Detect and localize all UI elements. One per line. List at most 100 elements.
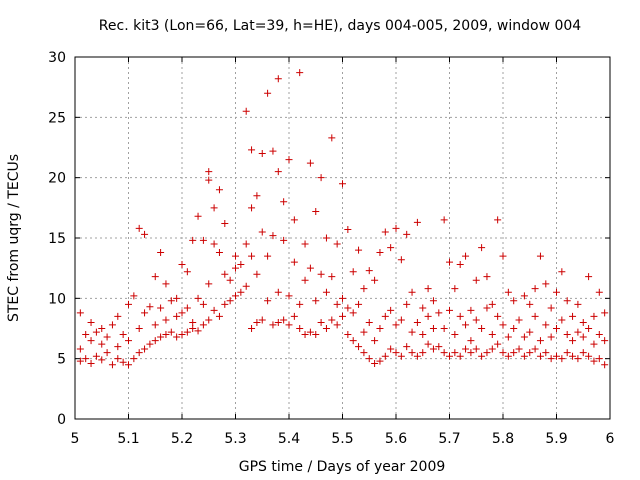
- data-point: [488, 345, 496, 353]
- data-point: [344, 304, 352, 312]
- data-point: [98, 356, 106, 364]
- data-point: [355, 300, 363, 308]
- y-tick-label: 30: [48, 50, 66, 66]
- data-point: [98, 340, 106, 348]
- data-point: [317, 270, 325, 278]
- data-point: [296, 325, 304, 332]
- data-point: [558, 268, 566, 276]
- y-tick-labels: 0 5 10 15 20 25 30: [48, 50, 66, 428]
- data-point: [125, 337, 132, 345]
- data-point: [360, 349, 368, 357]
- data-point: [248, 146, 256, 154]
- data-point: [157, 248, 165, 256]
- data-point: [563, 331, 571, 339]
- data-point: [574, 355, 582, 363]
- data-point: [285, 321, 293, 329]
- data-point: [339, 312, 346, 320]
- data-point: [520, 352, 528, 360]
- x-tick-label: 5.5: [331, 431, 353, 447]
- y-tick-label: 25: [48, 110, 66, 126]
- data-point: [483, 349, 491, 357]
- data-point: [322, 325, 330, 332]
- data-point: [590, 340, 598, 348]
- data-point: [446, 306, 453, 314]
- x-tick-label: 5.1: [117, 431, 139, 447]
- data-point: [585, 273, 593, 281]
- data-point: [595, 331, 603, 339]
- data-point: [290, 258, 298, 266]
- data-point: [226, 297, 234, 305]
- data-point: [403, 300, 411, 308]
- data-point: [98, 325, 106, 332]
- data-point: [424, 340, 432, 348]
- data-point: [237, 261, 245, 269]
- data-point: [199, 300, 207, 308]
- data-point: [119, 331, 127, 339]
- data-point: [403, 230, 411, 238]
- data-point: [253, 270, 261, 278]
- data-point: [526, 300, 534, 308]
- data-point: [280, 236, 288, 244]
- data-point: [467, 337, 475, 345]
- plot-frame: [74, 56, 611, 420]
- data-point: [499, 321, 507, 329]
- data-point: [558, 355, 566, 363]
- data-point: [135, 224, 143, 232]
- y-tick-label: 20: [48, 171, 66, 187]
- data-point: [248, 325, 256, 332]
- data-point: [456, 261, 464, 269]
- data-point: [590, 357, 598, 365]
- data-point: [494, 312, 502, 320]
- data-point: [253, 318, 261, 326]
- data-point: [274, 75, 282, 83]
- data-point: [130, 355, 138, 363]
- data-point: [87, 318, 95, 326]
- data-point: [162, 280, 170, 288]
- data-point: [274, 288, 282, 296]
- data-point: [574, 300, 582, 308]
- data-point: [392, 349, 400, 357]
- data-point: [215, 248, 223, 256]
- data-point: [274, 168, 282, 176]
- data-point: [301, 240, 309, 248]
- data-point: [451, 285, 459, 293]
- data-point: [301, 331, 309, 339]
- data-point: [242, 240, 250, 248]
- data-point: [76, 309, 84, 317]
- data-point: [248, 252, 256, 260]
- data-point: [569, 352, 577, 360]
- data-point: [242, 282, 250, 290]
- y-axis-label: STEC from uqrg / TECUs: [6, 154, 22, 322]
- data-point: [317, 318, 325, 326]
- x-tick-label: 5: [71, 431, 80, 447]
- data-point: [515, 345, 523, 353]
- data-point: [162, 316, 170, 324]
- data-point: [510, 325, 518, 332]
- data-point: [312, 297, 320, 305]
- data-point: [472, 276, 480, 284]
- data-point: [451, 331, 459, 339]
- data-point: [494, 216, 502, 224]
- data-point: [194, 294, 202, 302]
- data-point: [365, 318, 373, 326]
- data-point: [397, 256, 405, 264]
- data-point: [339, 294, 346, 302]
- data-point: [483, 273, 491, 281]
- data-point: [215, 312, 223, 320]
- data-point: [210, 240, 218, 248]
- data-point: [553, 288, 560, 296]
- data-point: [205, 316, 213, 324]
- data-point: [108, 321, 116, 329]
- data-point: [141, 309, 149, 317]
- data-point: [429, 297, 437, 305]
- data-point: [387, 306, 395, 314]
- data-point: [199, 236, 207, 244]
- data-point: [269, 147, 277, 155]
- x-tick-label: 5.2: [171, 431, 193, 447]
- data-point: [242, 107, 250, 115]
- data-point: [135, 325, 143, 332]
- data-point: [446, 258, 453, 266]
- data-point: [183, 328, 191, 336]
- data-point: [440, 325, 448, 332]
- data-point: [536, 337, 544, 345]
